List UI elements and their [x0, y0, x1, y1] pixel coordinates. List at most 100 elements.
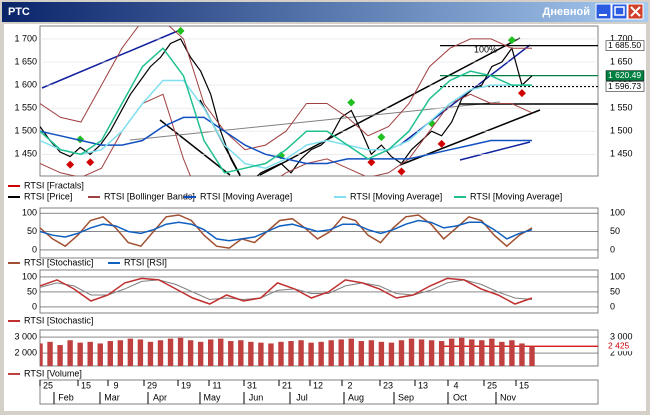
legend-label: RTSI [Moving Average] [470, 191, 562, 201]
volume-bar [107, 341, 113, 366]
volume-bar [469, 339, 475, 366]
volume-bar [418, 339, 425, 366]
series-line [40, 214, 533, 249]
y-tick-label: 100 [610, 208, 625, 218]
day-label: 25 [487, 380, 497, 390]
minimize-button[interactable] [595, 3, 612, 20]
volume-bar [268, 343, 274, 366]
panel-frame [39, 207, 599, 259]
day-label: 21 [282, 380, 292, 390]
month-label: Mar [104, 392, 120, 402]
volume-bar [87, 341, 93, 366]
y-tick-label: 50 [27, 226, 37, 236]
volume-bar [40, 343, 43, 366]
y-tick-label: 3 000 [14, 331, 37, 341]
day-label: 2 [347, 380, 352, 390]
legend-label: RTSI [Bollinger Bands] [104, 191, 195, 201]
y-tick-label: 2 000 [610, 347, 633, 357]
volume-bar [489, 338, 495, 366]
panel-frame [39, 269, 599, 314]
volume-bar [228, 341, 234, 366]
volume-bar [479, 340, 485, 366]
day-label: 9 [113, 380, 118, 390]
y-tick-label: 0 [610, 301, 615, 311]
day-label: 15 [519, 380, 529, 390]
volume-bar [368, 340, 375, 366]
legend-label: RTSI [Moving Average] [350, 191, 442, 201]
volume-bar [177, 337, 184, 366]
volume-bar [358, 341, 365, 366]
fractal-up [347, 98, 356, 107]
day-label: 13 [418, 380, 428, 390]
panel-plot [40, 26, 598, 176]
volume-bar [398, 340, 405, 366]
level-tag-bg [605, 40, 645, 51]
series-line [40, 79, 532, 169]
legend-label: RTSI [Stochastic] [24, 257, 93, 267]
day-label: 15 [81, 380, 91, 390]
volume-bar [378, 341, 385, 366]
month-label: May [203, 392, 221, 402]
month-label: Jul [296, 392, 308, 402]
y-tick-label: 50 [27, 286, 37, 296]
series-line [40, 277, 533, 305]
level-tag: 1 596.73 [608, 81, 641, 91]
annotation: 100% [474, 44, 497, 54]
legend-label: RTSI [Moving Average] [200, 191, 292, 201]
volume-bar [157, 340, 164, 366]
date-axis [39, 379, 599, 405]
day-label: 11 [212, 380, 221, 390]
volume-bar [328, 340, 334, 366]
title-bar [2, 2, 648, 22]
volume-bar [77, 342, 83, 366]
series-line [40, 26, 532, 151]
fractal-up [176, 26, 185, 35]
y-tick-label: 1 650 [610, 56, 633, 66]
level-tag-bg [605, 70, 645, 81]
fractal-down [397, 167, 406, 176]
volume-bar [67, 340, 73, 366]
y-tick-label: 50 [610, 286, 620, 296]
volume-bar [438, 341, 445, 366]
series-line [40, 38, 533, 176]
day-label: 12 [313, 380, 323, 390]
series-line [40, 219, 533, 242]
volume-bar [459, 337, 465, 366]
y-tick-label: 1 600 [14, 79, 37, 89]
month-label: Nov [500, 392, 517, 402]
panel-frame [39, 25, 599, 177]
month-label: Aug [348, 392, 364, 402]
volume-bar [147, 341, 154, 366]
window-title: РТС [8, 6, 30, 18]
month-label: Apr [153, 392, 167, 402]
volume-bar [197, 341, 204, 366]
volume-bar [338, 339, 344, 366]
y-tick-label: 0 [32, 244, 37, 254]
y-tick-label: 1 550 [610, 103, 633, 113]
month-label: Feb [58, 392, 74, 402]
volume-bar [298, 340, 304, 366]
volume-bar [428, 340, 435, 366]
y-tick-label: 2 000 [14, 347, 37, 357]
timeframe: Дневной [543, 6, 591, 18]
legend-label: RTSI [Price] [24, 191, 72, 201]
y-tick-label: 1 500 [14, 126, 37, 136]
level-tag-bg [606, 341, 644, 352]
fractal-up [507, 36, 516, 45]
volume-bar [348, 338, 354, 366]
level-tag: 2 425 [608, 340, 630, 350]
window-buttons [595, 3, 644, 20]
volume-bar [207, 339, 214, 366]
volume-bar [448, 338, 455, 366]
volume-bar [248, 341, 254, 366]
volume-bar [308, 342, 314, 366]
legend-label: RTSI [Stochastic] [24, 315, 93, 325]
fractal-down [66, 160, 75, 169]
panel-plot [40, 336, 598, 366]
day-label: 23 [383, 380, 393, 390]
fractal-down [517, 89, 526, 98]
volume-bar [318, 341, 324, 366]
volume-bar [167, 338, 174, 366]
volume-bar [278, 341, 284, 366]
series-line [40, 47, 532, 174]
